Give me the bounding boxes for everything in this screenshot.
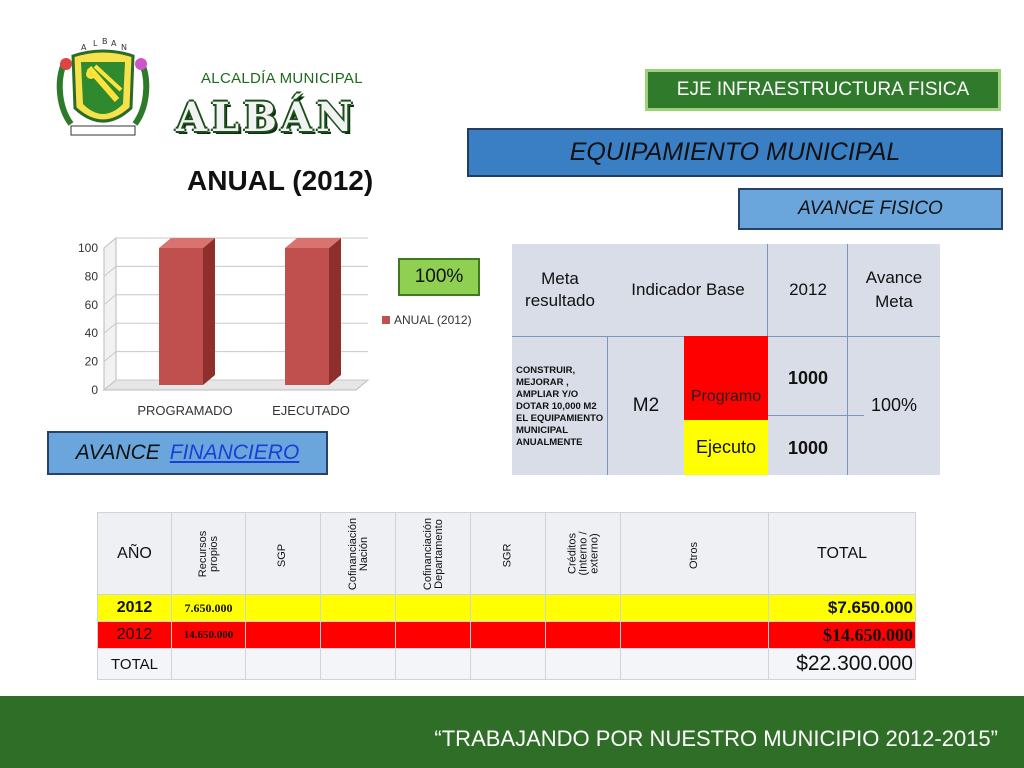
header-2012: 2012 xyxy=(789,280,827,299)
header-recursos-propios: Recursos propios xyxy=(196,530,220,577)
percent-badge: 100% xyxy=(398,258,480,296)
municipal-coat-of-arms-icon: A L B A N xyxy=(55,37,151,142)
bar-top xyxy=(159,238,215,248)
logo-letter: N xyxy=(121,43,127,52)
x-tick-label: PROGRAMADO xyxy=(137,403,232,418)
gridline xyxy=(103,379,368,391)
gridline xyxy=(103,294,368,306)
y-tick-label: 80 xyxy=(85,269,99,283)
row-total: $14.650.000 xyxy=(768,621,916,649)
table-row: 2012 7.650.000 $7.650.000 xyxy=(97,594,916,622)
equipamiento-banner: EQUIPAMIENTO MUNICIPAL xyxy=(467,128,1003,177)
bar-top xyxy=(285,238,341,248)
header-sgp: SGP xyxy=(276,543,289,567)
bar-side xyxy=(203,238,215,385)
row-year: 2012 xyxy=(97,594,172,622)
bar-chart: 0 20 40 60 80 100 PROGRAMADO EJECUTADO ANUAL (20… xyxy=(60,222,490,427)
bar xyxy=(285,248,329,385)
avance-fisico-banner: AVANCE FISICO xyxy=(738,188,1003,230)
total-label: TOTAL xyxy=(97,648,172,680)
header-cofinanciacion-nacion: Cofinanciación Nación xyxy=(347,517,370,590)
gridline xyxy=(103,322,368,334)
logo-letter: A xyxy=(111,39,117,48)
row-total: $7.650.000 xyxy=(768,594,916,622)
table-row-total: TOTAL $22.300.000 xyxy=(97,648,916,680)
x-tick-label: EJECUTADO xyxy=(272,403,350,418)
grand-total: $22.300.000 xyxy=(768,648,916,680)
y-tick-label: 20 xyxy=(85,355,99,369)
alcaldia-label: ALCALDÍA MUNICIPAL xyxy=(201,70,363,87)
bar-side xyxy=(329,238,341,385)
financial-table: AÑO Recursos propios SGP Cofinanciación … xyxy=(97,512,916,680)
header-indicador-base: Indicador Base xyxy=(631,280,745,299)
eje-banner: EJE INFRAESTRUCTURA FISICA xyxy=(645,69,1001,111)
municipio-wordart: ALBÁN xyxy=(176,94,357,141)
gridline xyxy=(103,265,368,277)
avance-financiero-prefix: AVANCE xyxy=(75,441,160,464)
header-otros: Otros xyxy=(688,541,700,569)
chart-title: ANUAL (2012) xyxy=(187,165,374,196)
header-creditos: Créditos (Interno / externo) xyxy=(566,531,601,576)
indicator-table: Meta resultado Indicador Base 2012 Avanc… xyxy=(512,244,940,475)
gridline xyxy=(103,351,368,362)
logo-letter: B xyxy=(102,38,108,46)
logo-letter: L xyxy=(93,39,98,48)
header-meta-resultado: Meta resultado xyxy=(525,269,595,310)
logo-letter: A xyxy=(81,43,87,52)
header-total: TOTAL xyxy=(768,512,916,595)
avance-financiero-banner: AVANCE FINANCIERO xyxy=(47,431,328,475)
avance-value: 100% xyxy=(870,395,918,415)
indicator-unit: M2 xyxy=(632,394,660,416)
gridline xyxy=(103,237,368,249)
footer-slogan: “TRABAJANDO POR NUESTRO MUNICIPIO 2012-2… xyxy=(434,726,998,751)
row-recursos: 14.650.000 xyxy=(171,621,246,649)
meta-text: CONSTRUIR, MEJORAR , AMPLIAR Y/O DOTAR 1… xyxy=(516,364,604,448)
y-tick-label: 0 xyxy=(91,383,98,397)
y-tick-label: 60 xyxy=(85,298,99,312)
row-year: 2012 xyxy=(97,621,172,649)
financiero-link[interactable]: FINANCIERO xyxy=(169,441,300,464)
programo-value: 1000 xyxy=(787,367,829,388)
y-tick-label: 100 xyxy=(78,241,98,255)
ejecuto-cell: Ejecuto xyxy=(684,420,768,475)
ejecuto-value: 1000 xyxy=(787,437,829,458)
footer-bar: “TRABAJANDO POR NUESTRO MUNICIPIO 2012-2… xyxy=(0,696,1024,768)
legend-label: ANUAL (2012) xyxy=(394,313,472,327)
table-row: 2012 14.650.000 $14.650.000 xyxy=(97,621,916,649)
header-avance-meta: Avance Meta xyxy=(865,268,923,311)
chart-side-wall xyxy=(103,236,117,392)
legend-swatch xyxy=(382,316,390,324)
programo-cell: Programo xyxy=(684,336,768,420)
header-sgr: SGR xyxy=(501,543,514,567)
row-recursos: 7.650.000 xyxy=(171,594,246,622)
header-cofinanciacion-departamento: Cofinanciación Departamento xyxy=(422,517,445,590)
y-tick-label: 40 xyxy=(85,326,99,340)
bar xyxy=(159,248,203,385)
header-ano: AÑO xyxy=(97,512,172,595)
